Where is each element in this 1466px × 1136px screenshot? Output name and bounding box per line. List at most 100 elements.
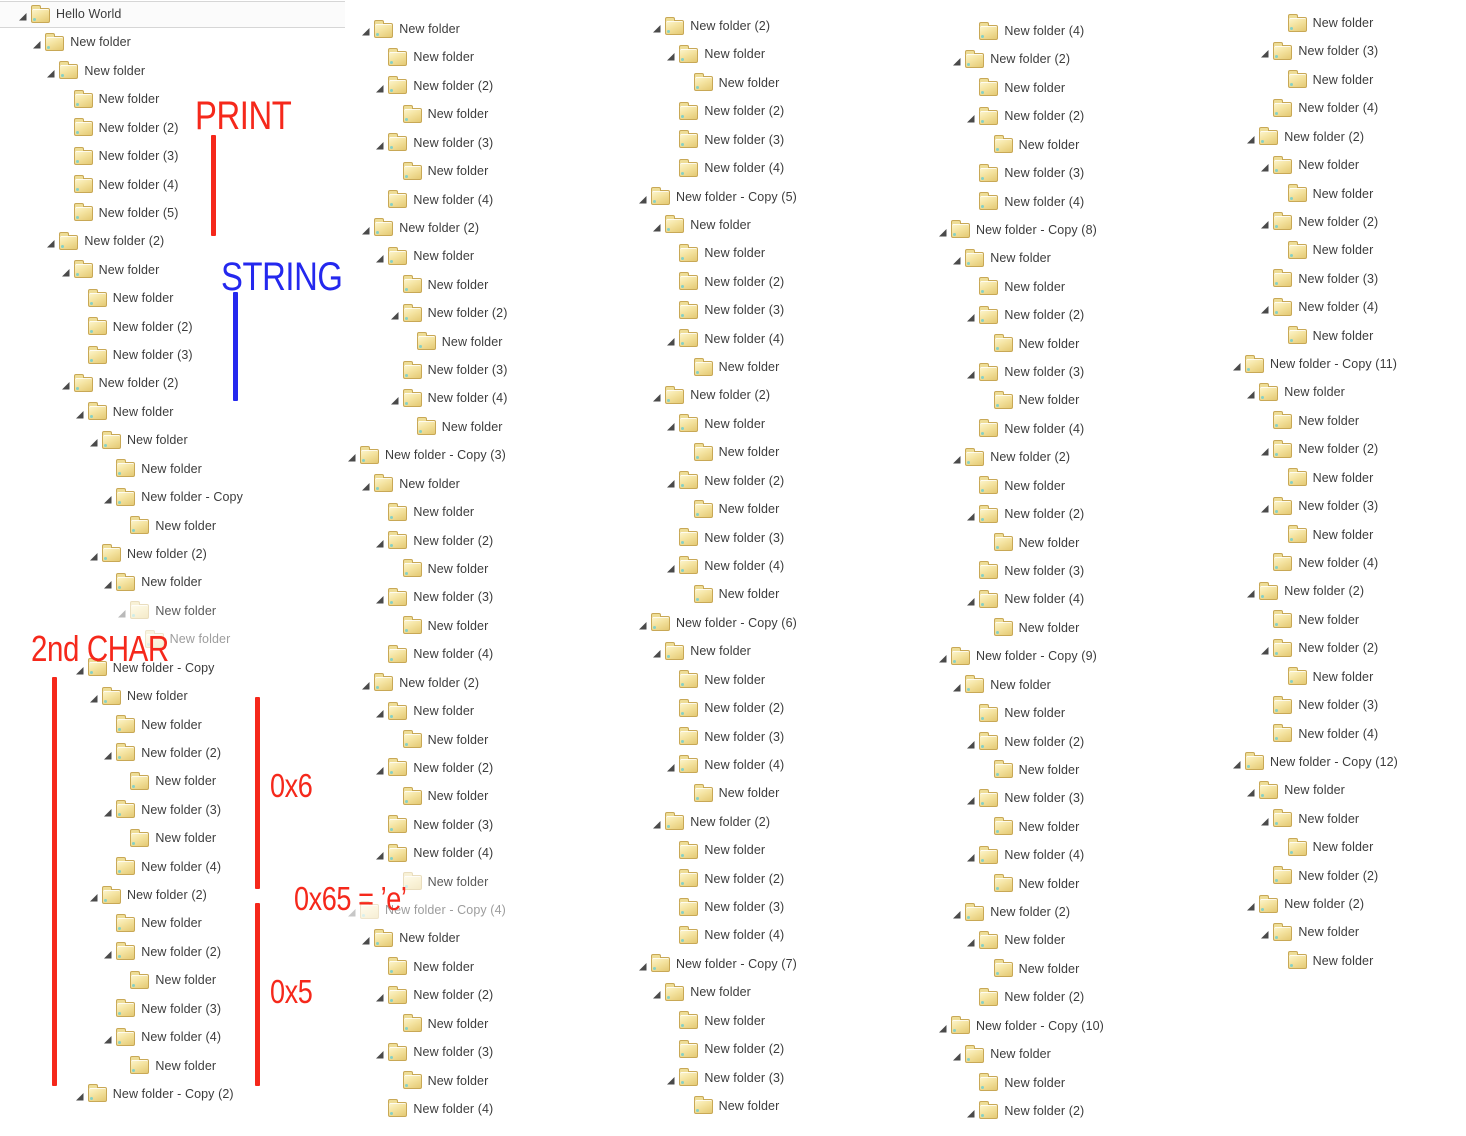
tree-item[interactable]: New folder (2) [1260, 634, 1378, 662]
tree-item[interactable]: New folder (2) [966, 1097, 1084, 1125]
tree-item[interactable]: New folder [32, 28, 131, 56]
tree-item[interactable]: New folder (2) [1260, 862, 1378, 890]
expand-arrow-icon[interactable] [652, 817, 663, 829]
tree-item[interactable]: New folder (3) [1260, 37, 1378, 65]
tree-item[interactable]: New folder (4) [666, 552, 784, 580]
tree-item[interactable]: New folder (2) [103, 938, 221, 966]
tree-item[interactable]: New folder (2) [966, 102, 1084, 130]
expand-arrow-icon[interactable] [666, 476, 677, 488]
tree-item[interactable]: New folder (2) [666, 467, 784, 495]
tree-item[interactable]: New folder [117, 767, 216, 795]
tree-item[interactable]: New folder (4) [375, 1095, 493, 1123]
tree-item[interactable]: New folder [652, 978, 751, 1006]
tree-item[interactable]: New folder (4) [1260, 94, 1378, 122]
expand-arrow-icon[interactable] [89, 435, 100, 447]
tree-item[interactable]: New folder [390, 612, 489, 640]
expand-arrow-icon[interactable] [666, 561, 677, 573]
expand-arrow-icon[interactable] [652, 646, 663, 658]
expand-arrow-icon[interactable] [103, 947, 114, 959]
expand-arrow-icon[interactable] [666, 334, 677, 346]
tree-item[interactable]: New folder - Copy (8) [938, 216, 1097, 244]
expand-arrow-icon[interactable] [966, 793, 977, 805]
tree-item[interactable]: New folder (3) [103, 796, 221, 824]
expand-arrow-icon[interactable] [390, 308, 401, 320]
expand-arrow-icon[interactable] [952, 1049, 963, 1061]
tree-item[interactable]: New folder (4) [375, 186, 493, 214]
expand-arrow-icon[interactable] [966, 111, 977, 123]
tree-item[interactable]: New folder (2) [89, 881, 207, 909]
tree-item[interactable]: Hello World [18, 0, 121, 28]
tree-item[interactable]: New folder (2) [375, 981, 493, 1009]
tree-item[interactable]: New folder (4) [1260, 720, 1378, 748]
expand-arrow-icon[interactable] [952, 253, 963, 265]
expand-arrow-icon[interactable] [1260, 643, 1271, 655]
expand-arrow-icon[interactable] [75, 663, 86, 675]
tree-item[interactable]: New folder (4) [666, 751, 784, 779]
tree-item[interactable]: New folder (2) [375, 72, 493, 100]
expand-arrow-icon[interactable] [117, 606, 128, 618]
expand-arrow-icon[interactable] [938, 1021, 949, 1033]
tree-item[interactable]: New folder (4) [375, 839, 493, 867]
tree-item[interactable]: New folder [61, 256, 160, 284]
expand-arrow-icon[interactable] [46, 66, 57, 78]
tree-item[interactable]: New folder (2) [666, 268, 784, 296]
expand-arrow-icon[interactable] [652, 220, 663, 232]
tree-item[interactable]: New folder (3) [966, 784, 1084, 812]
expand-arrow-icon[interactable] [1260, 444, 1271, 456]
tree-item[interactable]: New folder [390, 271, 489, 299]
tree-item[interactable]: New folder [1246, 378, 1345, 406]
expand-arrow-icon[interactable] [361, 678, 372, 690]
tree-item[interactable]: New folder [1275, 180, 1374, 208]
tree-item[interactable]: New folder [404, 413, 503, 441]
tree-item[interactable]: New folder [666, 40, 765, 68]
tree-item[interactable]: New folder [75, 398, 174, 426]
expand-arrow-icon[interactable] [1260, 302, 1271, 314]
tree-item[interactable]: New folder [681, 779, 780, 807]
tree-item[interactable]: New folder (4) [666, 325, 784, 353]
tree-item[interactable]: New folder (2) [75, 313, 193, 341]
expand-arrow-icon[interactable] [666, 419, 677, 431]
expand-arrow-icon[interactable] [375, 251, 386, 263]
expand-arrow-icon[interactable] [361, 223, 372, 235]
tree-item[interactable]: New folder (4) [1260, 549, 1378, 577]
expand-arrow-icon[interactable] [966, 1106, 977, 1118]
expand-arrow-icon[interactable] [952, 54, 963, 66]
tree-item[interactable]: New folder (2) [966, 301, 1084, 329]
expand-arrow-icon[interactable] [89, 691, 100, 703]
tree-item[interactable]: New folder (2) [952, 443, 1070, 471]
tree-item[interactable]: New folder [966, 472, 1065, 500]
expand-arrow-icon[interactable] [1246, 899, 1257, 911]
expand-arrow-icon[interactable] [966, 310, 977, 322]
tree-item[interactable]: New folder (4) [966, 188, 1084, 216]
expand-arrow-icon[interactable] [966, 594, 977, 606]
tree-item[interactable]: New folder [117, 1052, 216, 1080]
expand-arrow-icon[interactable] [103, 748, 114, 760]
tree-item[interactable]: New folder [1275, 833, 1374, 861]
tree-item[interactable]: New folder (2) [103, 739, 221, 767]
expand-arrow-icon[interactable] [75, 407, 86, 419]
expand-arrow-icon[interactable] [1232, 359, 1243, 371]
tree-item[interactable]: New folder [1275, 236, 1374, 264]
tree-item[interactable]: New folder [390, 782, 489, 810]
tree-item[interactable]: New folder [666, 1007, 765, 1035]
expand-arrow-icon[interactable] [103, 492, 114, 504]
tree-item[interactable]: New folder (2) [1246, 123, 1364, 151]
tree-item[interactable]: New folder [390, 1010, 489, 1038]
tree-item[interactable]: New folder [375, 242, 474, 270]
expand-arrow-icon[interactable] [966, 850, 977, 862]
tree-item[interactable]: New folder [981, 614, 1080, 642]
tree-item[interactable]: New folder [966, 1069, 1065, 1097]
tree-item[interactable]: New folder [1275, 663, 1374, 691]
tree-item[interactable]: New folder [46, 57, 145, 85]
expand-arrow-icon[interactable] [375, 706, 386, 718]
expand-arrow-icon[interactable] [952, 907, 963, 919]
tree-item[interactable]: New folder (4) [103, 853, 221, 881]
expand-arrow-icon[interactable] [61, 378, 72, 390]
tree-item[interactable]: New folder (3) [666, 296, 784, 324]
tree-item[interactable]: New folder [390, 555, 489, 583]
tree-item[interactable]: New folder (4) [666, 154, 784, 182]
tree-item[interactable]: New folder [681, 495, 780, 523]
tree-item[interactable]: New folder (3) [1260, 492, 1378, 520]
tree-item[interactable]: New folder (5) [61, 199, 179, 227]
tree-item[interactable]: New folder [117, 824, 216, 852]
